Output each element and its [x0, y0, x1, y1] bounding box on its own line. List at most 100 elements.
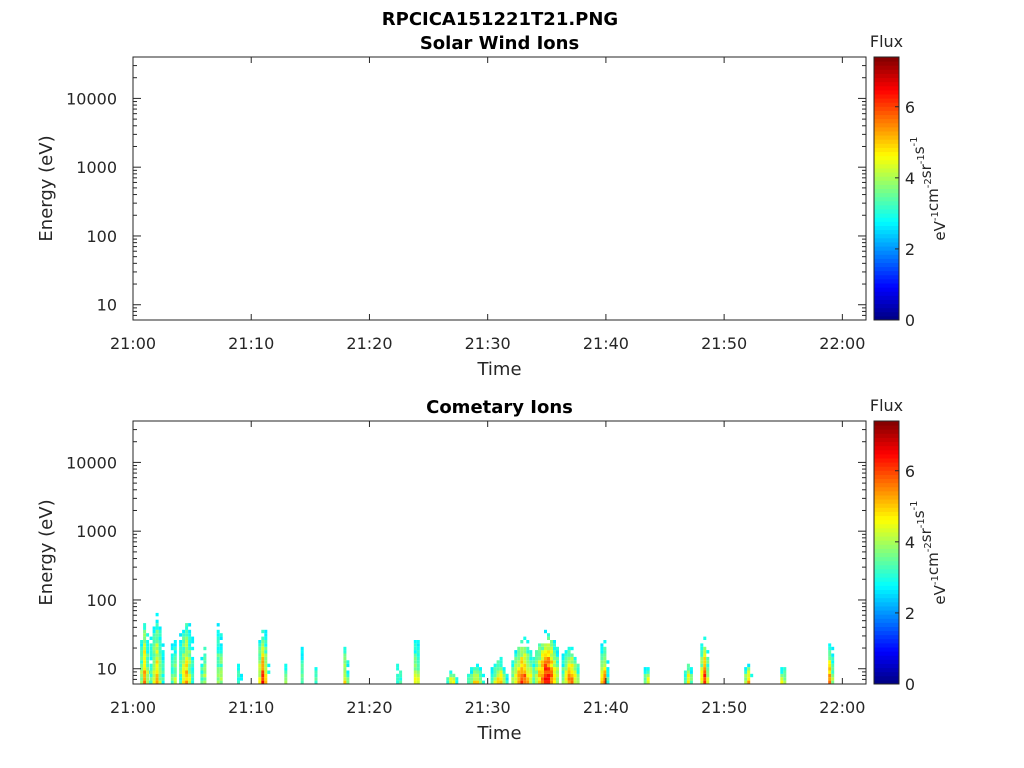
colorbar-swatch	[874, 421, 899, 426]
heatmap-cell	[570, 653, 574, 657]
heatmap-cell	[831, 653, 835, 657]
heatmap-cell	[149, 670, 153, 674]
y-tick-label: 100	[86, 227, 117, 246]
heatmap-cell	[264, 680, 268, 684]
heatmap-cell	[570, 670, 574, 674]
heatmap-cell	[526, 650, 530, 654]
heatmap-cell	[556, 670, 559, 674]
heatmap-cell	[200, 670, 204, 674]
heatmap-cell	[455, 677, 459, 681]
heatmap-cell	[600, 653, 604, 657]
heatmap-cell	[523, 660, 527, 664]
heatmap-cell	[547, 673, 550, 678]
colorbar-swatch	[874, 540, 899, 545]
heatmap-cell	[517, 656, 521, 661]
heatmap-cell	[188, 629, 192, 634]
heatmap-cell	[140, 653, 144, 657]
heatmap-cell	[541, 646, 544, 651]
heatmap-cell	[573, 677, 577, 681]
heatmap-cell	[264, 640, 268, 644]
colorbar-swatch	[874, 155, 899, 161]
heatmap-cell	[553, 660, 556, 664]
heatmap-cell	[499, 673, 503, 678]
heatmap-cell	[828, 650, 832, 654]
heatmap-cell	[561, 670, 565, 674]
x-tick-label: 22:00	[819, 698, 865, 717]
heatmap-cell	[467, 677, 470, 681]
heatmap-cell	[179, 650, 183, 654]
heatmap-cell	[479, 667, 482, 671]
heatmap-cell	[828, 643, 832, 647]
heatmap-cell	[700, 667, 704, 671]
heatmap-cell	[219, 643, 223, 647]
heatmap-cell	[535, 650, 538, 654]
heatmap-cell	[573, 656, 577, 661]
heatmap-cell	[203, 667, 207, 671]
colorbar-swatch	[874, 577, 899, 582]
heatmap-cell	[152, 650, 156, 654]
heatmap-cell	[152, 656, 156, 661]
colorbar-swatch	[874, 237, 899, 243]
heatmap-cell	[264, 650, 268, 654]
heatmap-cell	[237, 663, 240, 668]
heatmap-cell	[155, 677, 159, 681]
heatmap-cell	[261, 643, 265, 647]
heatmap-cell	[188, 677, 192, 681]
heatmap-cell	[182, 646, 186, 651]
heatmap-cell	[606, 667, 610, 671]
heatmap-cell	[416, 677, 420, 681]
heatmap-cell	[173, 646, 177, 651]
heatmap-cell	[541, 667, 544, 671]
heatmap-cell	[606, 677, 610, 681]
heatmap-cell	[529, 677, 533, 681]
heatmap-cell	[547, 667, 550, 671]
heatmap-cell	[556, 667, 559, 671]
heatmap-cell	[300, 660, 304, 664]
colorbar-swatch	[874, 61, 899, 66]
heatmap-cell	[511, 667, 515, 671]
y-tick-label: 10000	[66, 453, 117, 472]
heatmap-cell	[300, 656, 304, 661]
heatmap-cell	[140, 680, 144, 684]
heatmap-cell	[152, 653, 156, 657]
heatmap-cell	[520, 650, 524, 654]
heatmap-cell	[182, 680, 186, 684]
heatmap-cell	[747, 673, 751, 678]
colorbar-swatch	[874, 671, 899, 677]
heatmap-cell	[780, 667, 784, 671]
heatmap-cell	[544, 656, 547, 661]
heatmap-cell	[529, 660, 533, 664]
colorbar-swatch	[874, 486, 899, 492]
heatmap-cell	[538, 667, 541, 671]
heatmap-cell	[191, 667, 195, 671]
heatmap-cell	[188, 623, 192, 627]
heatmap-cell	[603, 650, 607, 654]
heatmap-cell	[300, 650, 304, 654]
heatmap-cell	[550, 656, 553, 661]
heatmap-cell	[185, 629, 189, 634]
heatmap-cell	[686, 677, 690, 681]
heatmap-cell	[535, 656, 538, 661]
heatmap-cell	[526, 656, 530, 661]
heatmap-cell	[143, 650, 147, 654]
colorbar-swatch	[874, 278, 899, 284]
heatmap-cell	[146, 660, 150, 664]
colorbar-swatch	[874, 610, 899, 615]
heatmap-cell	[452, 677, 456, 681]
heatmap-cell	[170, 643, 174, 647]
heatmap-cell	[200, 677, 204, 681]
heatmap-cell	[535, 667, 538, 671]
colorbar-swatch	[874, 85, 899, 91]
heatmap-cell	[606, 673, 610, 678]
heatmap-cell	[828, 670, 832, 674]
colorbar: 0 2 4 6 Flux eV-1cm-2sr-1s-1	[870, 396, 949, 694]
colorbar-swatch	[874, 163, 899, 169]
heatmap-cell	[261, 663, 265, 668]
heatmap-cell	[155, 650, 159, 654]
heatmap-cell	[703, 663, 707, 668]
heatmap-cell	[261, 680, 265, 684]
heatmap-cell	[603, 660, 607, 664]
heatmap-cell	[143, 680, 147, 684]
colorbar-swatch	[874, 77, 899, 83]
colorbar-swatch	[874, 536, 899, 541]
